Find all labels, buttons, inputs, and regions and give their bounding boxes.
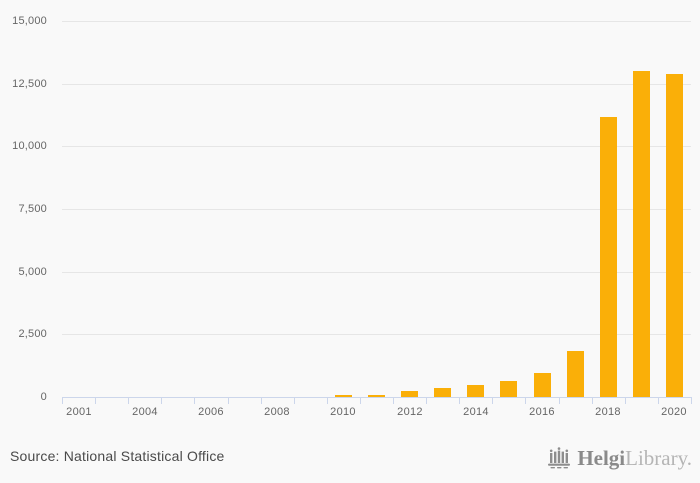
plot-area: 0 2,500 5,000 7,500 10,000 12,500 15,000 2001 20… [12, 15, 692, 418]
x-axis-tick [691, 398, 692, 404]
bar-2018[interactable] [600, 117, 617, 397]
y-axis-label-15,000: 15,000 [12, 15, 47, 27]
x-axis-tick [261, 398, 262, 404]
x-axis-tick [625, 398, 626, 404]
bar-2020[interactable] [666, 74, 683, 397]
y-axis-label-5,000: 5,000 [18, 265, 47, 278]
x-axis-tick [327, 398, 328, 404]
x-axis-label-2010: 2010 [330, 406, 356, 418]
y-axis-label-12,500: 12,500 [12, 77, 47, 90]
y-axis-label-2,500: 2,500 [18, 328, 47, 341]
x-axis-tick [525, 398, 526, 404]
bar-2010[interactable] [335, 395, 352, 397]
logo-text-helgi: Helgi [577, 446, 626, 470]
y-gridline-5,000 [62, 271, 691, 273]
x-axis-tick [161, 398, 162, 404]
x-axis-tick [492, 398, 493, 404]
x-axis-label-2006: 2006 [198, 406, 224, 418]
x-axis-label-2014: 2014 [463, 406, 489, 418]
helgi-library-logo[interactable]: HelgiLibrary. [545, 441, 692, 475]
x-axis-tick [294, 398, 295, 404]
bar-2015[interactable] [500, 381, 517, 397]
bar-2017[interactable] [567, 351, 584, 397]
y-gridline-15,000 [62, 21, 691, 22]
x-axis-label-2020: 2020 [661, 406, 687, 418]
x-axis-tick [393, 398, 394, 404]
x-axis-tick [228, 398, 229, 404]
x-axis-tick [559, 398, 560, 404]
x-axis-tick [658, 398, 659, 404]
x-axis-tick [62, 398, 63, 404]
bar-2013[interactable] [434, 388, 451, 397]
y-axis-label-0: 0 [40, 391, 47, 403]
x-axis-label-2018: 2018 [595, 406, 621, 418]
x-axis-tick [194, 398, 195, 404]
logo-wordmark: HelgiLibrary. [577, 441, 692, 475]
bar-2019[interactable] [633, 71, 650, 397]
x-axis-tick [426, 398, 427, 404]
x-axis-tick [360, 398, 361, 404]
x-axis-label-2004: 2004 [132, 406, 158, 418]
y-axis-label-10,000: 10,000 [12, 140, 47, 153]
x-axis-tick [459, 398, 460, 404]
x-axis-line [62, 397, 692, 398]
y-gridline-12,500 [62, 83, 691, 85]
y-gridline-2,500 [62, 334, 691, 336]
x-axis-tick [128, 398, 129, 404]
bar-2011[interactable] [368, 395, 385, 397]
logo-text-library: Library. [625, 446, 692, 470]
x-axis-label-2008: 2008 [264, 406, 290, 418]
x-axis-tick [95, 398, 96, 404]
bar-2012[interactable] [401, 391, 418, 397]
x-axis-label-2012: 2012 [397, 406, 423, 418]
y-gridline-7,500 [62, 209, 691, 210]
x-axis-tick [592, 398, 593, 404]
x-axis-label-2001: 2001 [66, 406, 92, 418]
source-note: Source: National Statistical Office [10, 448, 225, 464]
bar-2014[interactable] [467, 385, 484, 397]
x-axis-label-2016: 2016 [529, 406, 555, 418]
bar-2016[interactable] [534, 373, 551, 397]
y-axis-label-7,500: 7,500 [18, 203, 47, 215]
y-gridline-10,000 [62, 146, 691, 148]
bridge-icon [545, 444, 573, 472]
